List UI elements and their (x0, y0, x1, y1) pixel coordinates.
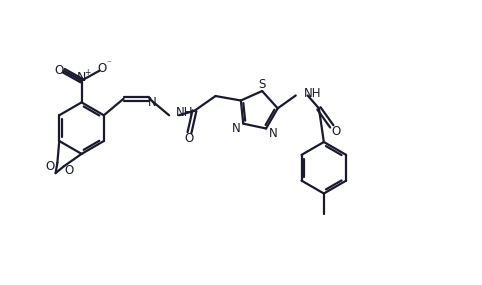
Text: N: N (232, 122, 241, 135)
Text: N: N (268, 127, 277, 140)
Text: O: O (54, 64, 64, 77)
Text: NH: NH (176, 106, 193, 119)
Text: O: O (331, 125, 340, 138)
Text: S: S (258, 78, 266, 91)
Text: O: O (98, 62, 107, 75)
Text: O: O (185, 132, 194, 145)
Text: N: N (148, 96, 157, 109)
Text: ⁻: ⁻ (106, 59, 111, 68)
Text: O: O (46, 160, 55, 173)
Text: +: + (84, 68, 91, 77)
Text: N: N (77, 71, 86, 84)
Text: O: O (64, 164, 73, 177)
Text: NH: NH (304, 87, 321, 100)
